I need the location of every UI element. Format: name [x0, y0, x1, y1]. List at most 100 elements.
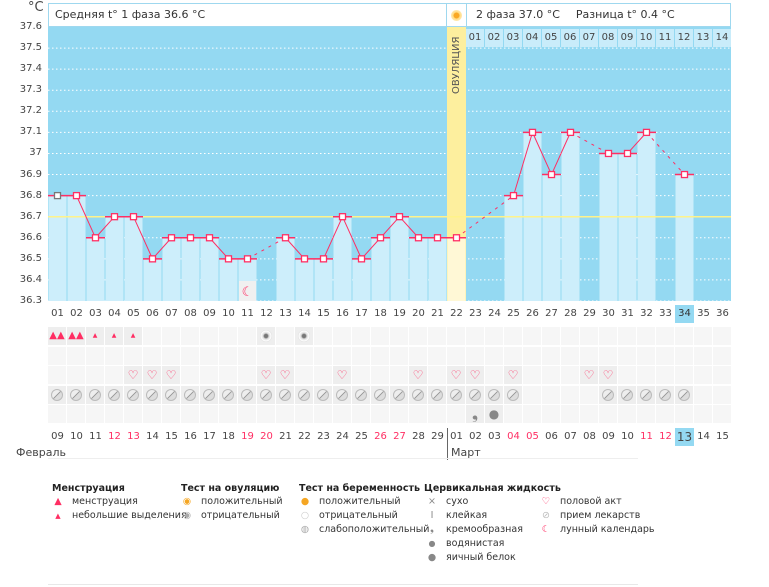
cervical-fluid-cell[interactable] — [86, 405, 104, 423]
cycle-day-label[interactable]: 28 — [564, 308, 577, 319]
calendar-date[interactable]: 05 — [526, 431, 539, 442]
menstruation-cell[interactable] — [238, 327, 256, 345]
medication-cell[interactable] — [276, 386, 294, 404]
menstruation-cell[interactable] — [219, 327, 237, 345]
medication-cell[interactable] — [618, 386, 636, 404]
menstruation-cell[interactable] — [542, 327, 560, 345]
intercourse-cell[interactable]: ♡ — [504, 366, 522, 384]
calendar-date[interactable]: 03 — [488, 431, 501, 442]
empty-cell[interactable] — [124, 347, 142, 365]
cycle-day-label[interactable]: 23 — [469, 308, 482, 319]
cervical-fluid-cell[interactable] — [390, 405, 408, 423]
cycle-day-label[interactable]: 13 — [279, 308, 292, 319]
cervical-fluid-cell[interactable]: ● — [485, 405, 503, 423]
calendar-date[interactable]: 24 — [336, 431, 349, 442]
intercourse-cell[interactable] — [675, 366, 693, 384]
calendar-date[interactable]: 21 — [279, 431, 292, 442]
calendar-date[interactable]: 08 — [583, 431, 596, 442]
cycle-day-label[interactable]: 08 — [184, 308, 197, 319]
cervical-fluid-cell[interactable] — [352, 405, 370, 423]
intercourse-cell[interactable] — [105, 366, 123, 384]
empty-cell[interactable] — [86, 347, 104, 365]
cycle-day-label[interactable]: 29 — [583, 308, 596, 319]
intercourse-cell[interactable] — [67, 366, 85, 384]
intercourse-cell[interactable] — [200, 366, 218, 384]
cycle-day-label[interactable]: 17 — [355, 308, 368, 319]
empty-cell[interactable] — [409, 347, 427, 365]
menstruation-cell[interactable]: ▲ — [86, 327, 104, 345]
medication-cell[interactable] — [105, 386, 123, 404]
cervical-fluid-cell[interactable] — [276, 405, 294, 423]
empty-cell[interactable] — [637, 347, 655, 365]
intercourse-cell[interactable] — [428, 366, 446, 384]
calendar-date[interactable]: 14 — [146, 431, 159, 442]
calendar-date[interactable]: 16 — [184, 431, 197, 442]
cervical-fluid-cell[interactable] — [447, 405, 465, 423]
cervical-fluid-cell[interactable] — [124, 405, 142, 423]
medication-cell[interactable] — [504, 386, 522, 404]
medication-cell[interactable] — [333, 386, 351, 404]
empty-cell[interactable] — [580, 347, 598, 365]
calendar-date[interactable]: 10 — [621, 431, 634, 442]
calendar-date[interactable]: 15 — [716, 431, 729, 442]
medication-cell[interactable] — [314, 386, 332, 404]
menstruation-cell[interactable] — [352, 327, 370, 345]
cycle-day-label[interactable]: 21 — [431, 308, 444, 319]
intercourse-cell[interactable] — [219, 366, 237, 384]
menstruation-cell[interactable] — [143, 327, 161, 345]
menstruation-cell[interactable] — [466, 327, 484, 345]
menstruation-cell[interactable] — [561, 327, 579, 345]
empty-cell[interactable] — [485, 347, 503, 365]
menstruation-cell[interactable] — [390, 327, 408, 345]
menstruation-cell[interactable]: ▲ — [124, 327, 142, 345]
medication-cell[interactable] — [257, 386, 275, 404]
calendar-date[interactable]: 13 — [127, 431, 140, 442]
cervical-fluid-cell[interactable] — [162, 405, 180, 423]
calendar-date[interactable]: 22 — [298, 431, 311, 442]
intercourse-cell[interactable]: ♡ — [466, 366, 484, 384]
calendar-date[interactable]: 01 — [450, 431, 463, 442]
menstruation-cell[interactable] — [295, 327, 313, 345]
cervical-fluid-cell[interactable] — [599, 405, 617, 423]
cervical-fluid-cell[interactable] — [371, 405, 389, 423]
cervical-fluid-cell[interactable] — [200, 405, 218, 423]
calendar-date[interactable]: 17 — [203, 431, 216, 442]
intercourse-cell[interactable] — [352, 366, 370, 384]
calendar-date[interactable]: 13 — [675, 428, 694, 446]
cervical-fluid-cell[interactable] — [675, 405, 693, 423]
intercourse-cell[interactable] — [694, 366, 712, 384]
menstruation-cell[interactable] — [523, 327, 541, 345]
empty-cell[interactable] — [618, 347, 636, 365]
menstruation-cell[interactable] — [371, 327, 389, 345]
menstruation-cell[interactable] — [675, 327, 693, 345]
cycle-day-label[interactable]: 11 — [241, 308, 254, 319]
empty-cell[interactable] — [675, 347, 693, 365]
medication-cell[interactable] — [523, 386, 541, 404]
menstruation-cell[interactable] — [504, 327, 522, 345]
medication-cell[interactable] — [428, 386, 446, 404]
cervical-fluid-cell[interactable] — [504, 405, 522, 423]
cycle-day-label[interactable]: 04 — [108, 308, 121, 319]
intercourse-cell[interactable] — [656, 366, 674, 384]
calendar-date[interactable]: 19 — [241, 431, 254, 442]
menstruation-cell[interactable] — [580, 327, 598, 345]
calendar-date[interactable]: 12 — [108, 431, 121, 442]
empty-cell[interactable] — [466, 347, 484, 365]
medication-cell[interactable] — [67, 386, 85, 404]
menstruation-cell[interactable] — [713, 327, 731, 345]
calendar-date[interactable]: 18 — [222, 431, 235, 442]
medication-cell[interactable] — [390, 386, 408, 404]
menstruation-cell[interactable] — [333, 327, 351, 345]
menstruation-cell[interactable] — [599, 327, 617, 345]
medication-cell[interactable] — [238, 386, 256, 404]
medication-cell[interactable] — [561, 386, 579, 404]
calendar-date[interactable]: 11 — [89, 431, 102, 442]
cervical-fluid-cell[interactable] — [561, 405, 579, 423]
empty-cell[interactable] — [371, 347, 389, 365]
menstruation-cell[interactable]: ▲▲ — [67, 327, 85, 345]
cycle-day-label[interactable]: 26 — [526, 308, 539, 319]
calendar-date[interactable]: 15 — [165, 431, 178, 442]
calendar-date[interactable]: 09 — [51, 431, 64, 442]
medication-cell[interactable] — [162, 386, 180, 404]
cycle-day-label[interactable]: 36 — [716, 308, 729, 319]
